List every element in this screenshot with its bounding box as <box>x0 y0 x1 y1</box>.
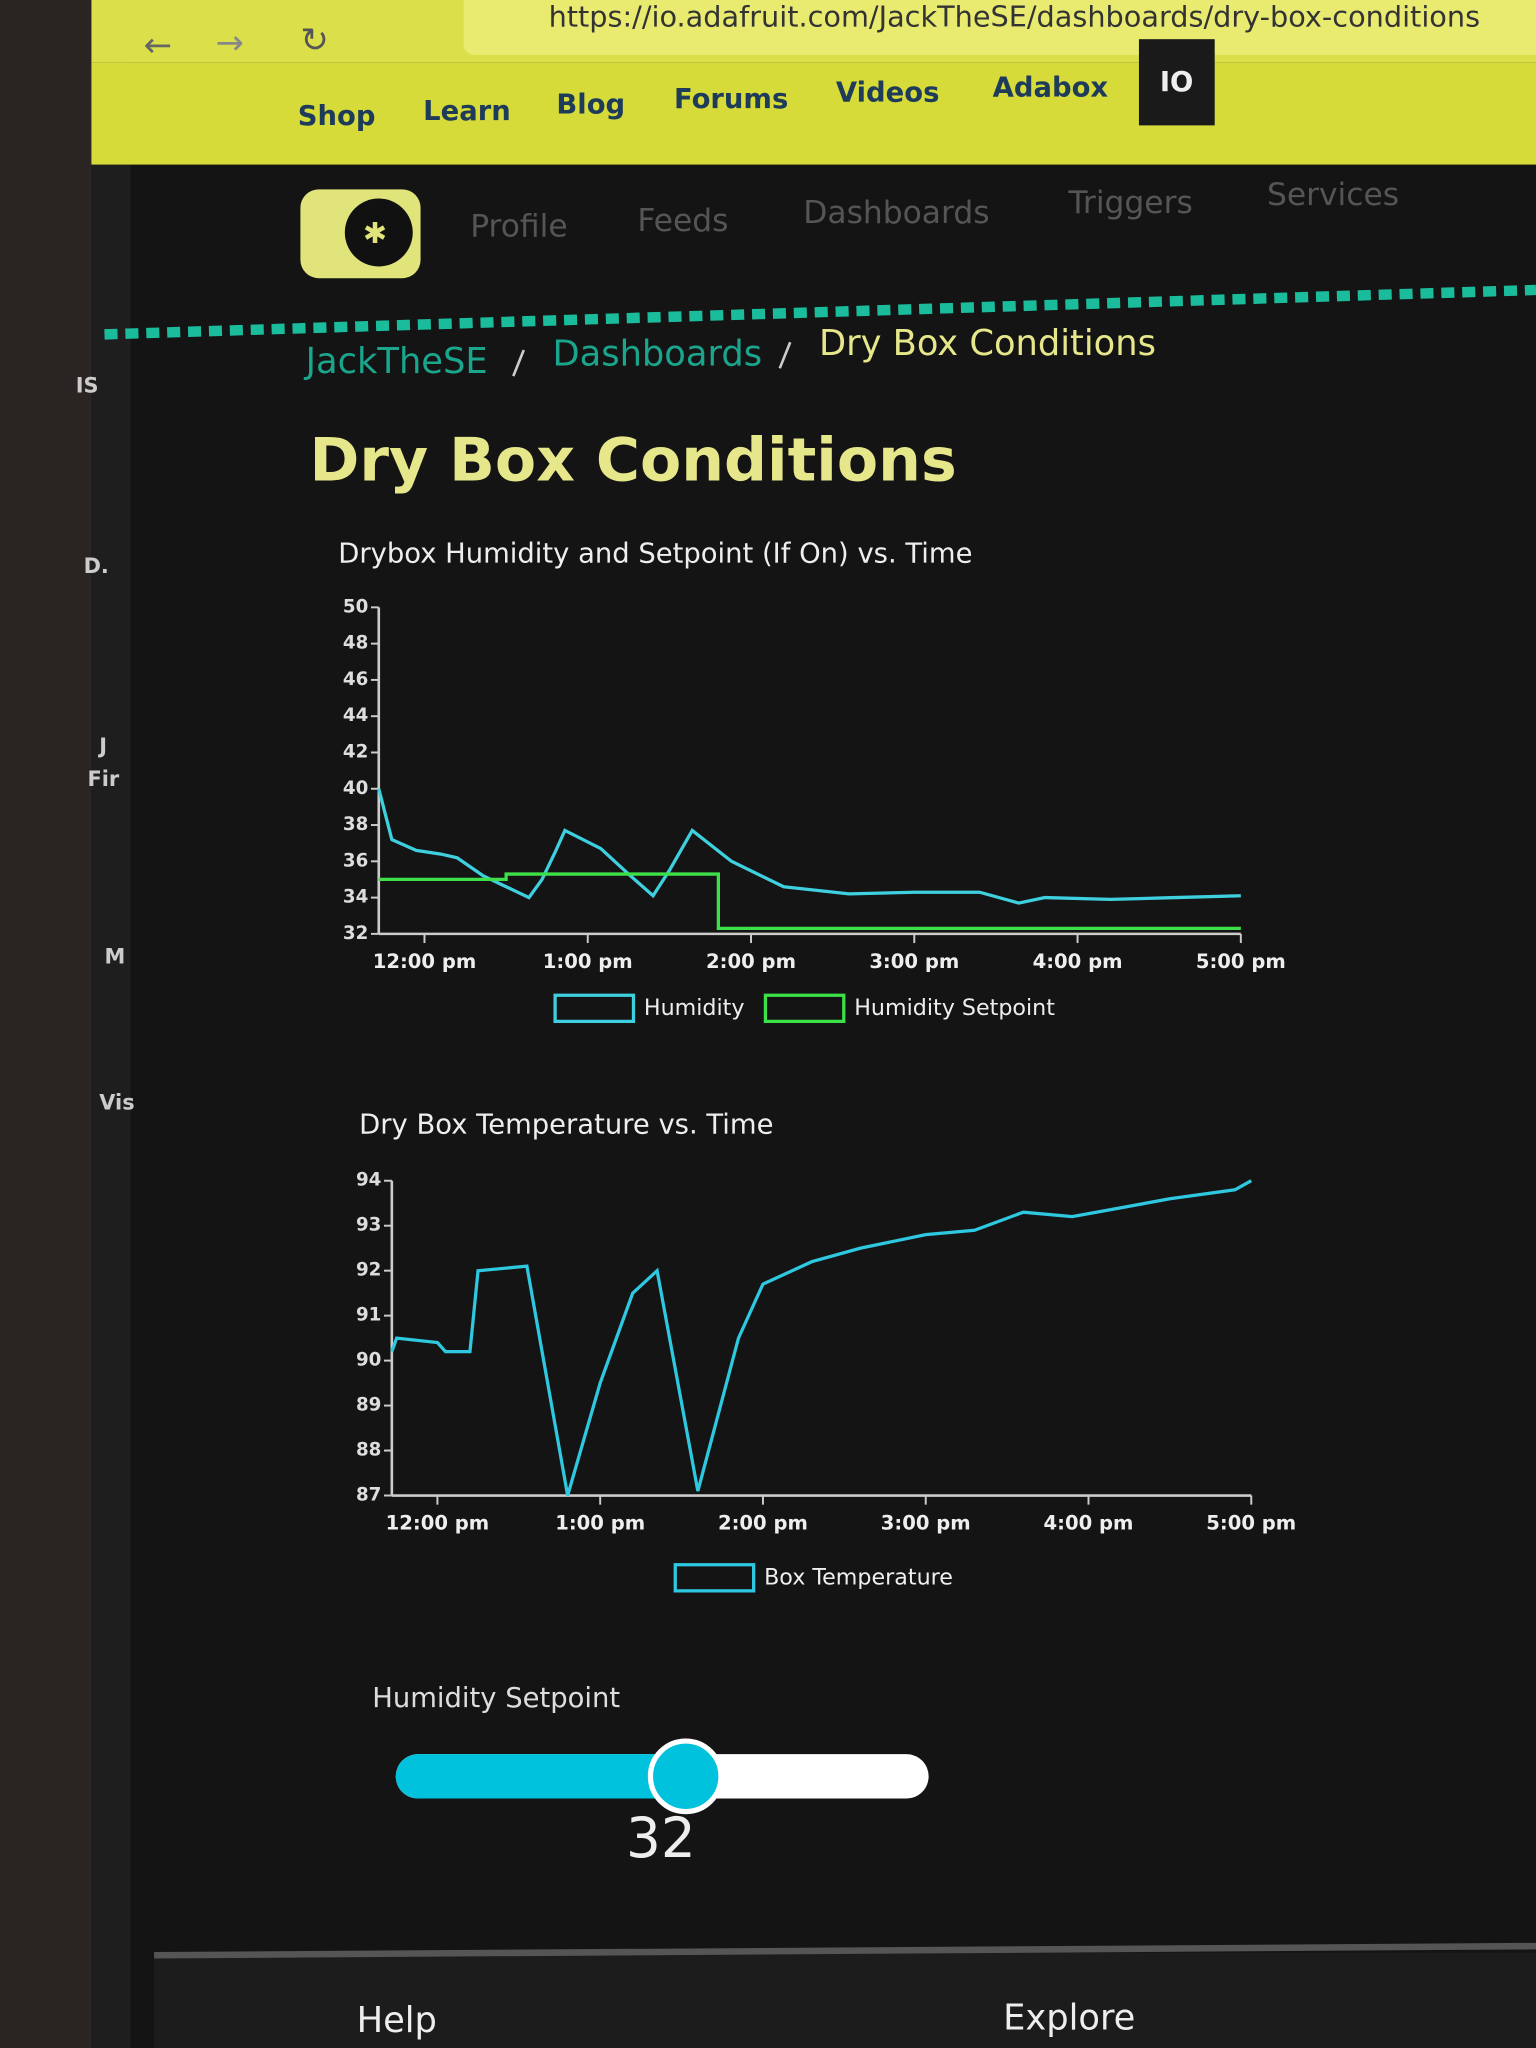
nav-link[interactable]: Adabox <box>993 72 1109 103</box>
x-tick-label: 12:00 pm <box>386 1512 490 1535</box>
io-tab <box>1138 39 1215 126</box>
x-tick-label: 4:00 pm <box>1044 1512 1134 1535</box>
y-tick-label: 32 <box>343 923 368 944</box>
url[interactable]: https://io.adafruit.com/JackTheSE/dashbo… <box>549 0 1480 33</box>
site-nav <box>91 62 1536 165</box>
nav-link[interactable]: Blog <box>556 89 625 120</box>
y-tick-label: 50 <box>343 596 368 617</box>
data-line <box>390 1179 1253 1496</box>
slider-fill <box>395 1754 686 1799</box>
y-tick-label: 88 <box>356 1440 381 1461</box>
footer <box>154 1952 1536 2048</box>
footer-link[interactable]: Help <box>357 2000 437 2041</box>
io-nav-link[interactable]: Triggers <box>1067 185 1192 221</box>
x-tick-label: 1:00 pm <box>555 1512 645 1535</box>
breadcrumb-sep <box>512 349 525 377</box>
slider-label: Humidity Setpoint <box>372 1683 620 1714</box>
x-tick-label: 5:00 pm <box>1196 950 1286 973</box>
y-tick-label: 46 <box>343 669 368 690</box>
io-logo: ✱ <box>300 189 421 279</box>
sidebar-item[interactable]: D. <box>84 554 109 578</box>
y-tick-label: 90 <box>356 1350 381 1371</box>
legend-swatch[interactable] <box>553 993 636 1024</box>
legend-label[interactable]: Box Temperature <box>764 1564 953 1590</box>
y-tick-label: 34 <box>343 887 368 908</box>
reload-button[interactable]: ↻ <box>300 20 328 60</box>
sidebar-item[interactable]: M <box>104 944 125 968</box>
x-tick-label: 3:00 pm <box>869 950 959 973</box>
svg-text:✱: ✱ <box>363 216 387 250</box>
y-tick-label: 38 <box>343 814 368 835</box>
io-nav-link[interactable]: Profile <box>470 208 567 244</box>
x-tick-label: 12:00 pm <box>373 950 477 973</box>
chart-title: Dry Box Temperature vs. Time <box>359 1109 773 1140</box>
y-tick-label: 91 <box>356 1305 381 1326</box>
nav-link[interactable]: IO <box>1160 67 1194 98</box>
x-tick-label: 1:00 pm <box>543 950 633 973</box>
chart: Dry Box Temperature vs. Time 87 88 89 90 91 92… <box>356 1109 1296 1593</box>
sidebar-item[interactable]: Fir <box>88 767 120 791</box>
io-nav-link[interactable]: Feeds <box>637 203 728 239</box>
y-tick-label: 42 <box>343 741 368 762</box>
legend-swatch[interactable] <box>763 993 846 1024</box>
chart: Drybox Humidity and Setpoint (If On) vs.… <box>338 539 1286 1024</box>
sidebar-item[interactable]: IS <box>76 374 99 398</box>
heading: Dry Box Conditions <box>310 425 957 495</box>
sidebar <box>91 0 131 2048</box>
legend-swatch[interactable] <box>673 1563 756 1593</box>
y-tick-label: 36 <box>343 850 368 871</box>
slider-value: 32 <box>626 1806 696 1870</box>
data-line <box>377 788 1241 905</box>
y-tick-label: 94 <box>356 1170 381 1191</box>
nav-link[interactable]: Shop <box>298 101 376 132</box>
io-nav-link[interactable]: Dashboards <box>803 195 989 231</box>
y-tick-label: 44 <box>343 705 368 726</box>
x-tick-label: 3:00 pm <box>881 1512 971 1535</box>
y-tick-label: 40 <box>343 778 368 799</box>
chart-title: Drybox Humidity and Setpoint (If On) vs.… <box>338 539 972 570</box>
bezel <box>0 0 92 2048</box>
sidebar-item[interactable]: J <box>97 734 107 758</box>
forward-button[interactable]: → <box>216 23 244 63</box>
nav-link[interactable]: Forums <box>674 84 788 115</box>
x-tick-label: 2:00 pm <box>706 950 796 973</box>
y-tick-label: 87 <box>356 1485 381 1506</box>
x-tick-label: 5:00 pm <box>1206 1512 1296 1535</box>
nav-link[interactable]: Learn <box>423 96 511 127</box>
slider-knob[interactable] <box>647 1738 724 1815</box>
x-tick-label: 2:00 pm <box>718 1512 808 1535</box>
breadcrumb[interactable]: Dashboards <box>552 333 762 374</box>
breadcrumb-sep <box>778 341 792 369</box>
footer-border <box>154 1942 1536 1959</box>
url-box[interactable] <box>463 0 1536 55</box>
breadcrumb: Dry Box Conditions <box>819 323 1156 364</box>
legend-label[interactable]: Humidity <box>644 995 745 1021</box>
data-line <box>378 872 1241 931</box>
divider <box>104 284 1536 340</box>
y-tick-label: 89 <box>356 1395 381 1416</box>
y-tick-label: 93 <box>356 1215 381 1236</box>
breadcrumb[interactable]: JackTheSE <box>304 341 488 382</box>
back-button[interactable]: ← <box>144 26 172 66</box>
legend-label[interactable]: Humidity Setpoint <box>854 995 1055 1021</box>
sidebar-item[interactable]: Vis <box>99 1091 134 1115</box>
footer-link[interactable]: Explore <box>1003 1997 1135 2038</box>
io-nav-link[interactable]: Services <box>1267 177 1399 213</box>
y-tick-label: 48 <box>343 633 368 654</box>
nav-link[interactable]: Videos <box>836 78 939 109</box>
y-tick-label: 92 <box>356 1260 381 1281</box>
x-tick-label: 4:00 pm <box>1033 950 1123 973</box>
